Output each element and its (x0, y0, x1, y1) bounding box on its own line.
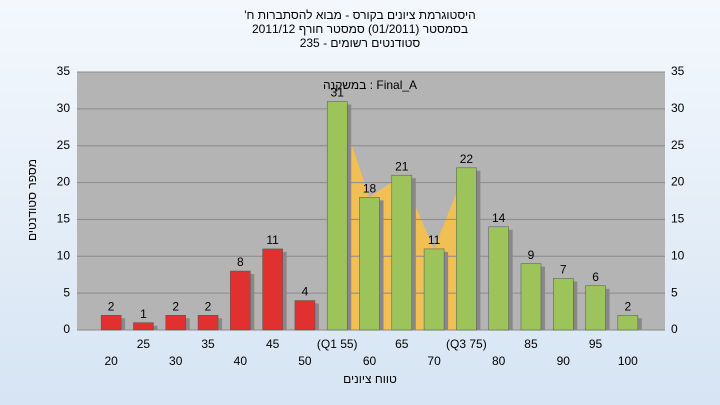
value-label: 2 (625, 299, 632, 313)
value-label: 7 (560, 263, 567, 277)
x-tick-label: 90 (557, 354, 571, 368)
value-label: 18 (363, 181, 377, 195)
x-tick-label: 95 (589, 337, 603, 351)
x-tick-label: 30 (169, 354, 183, 368)
y-tick-label: 10 (671, 248, 685, 262)
x-axis-label: טווח ציונים (343, 372, 397, 386)
y-tick-label: 30 (57, 101, 71, 115)
y-axis-label: מספר סטודנטים (25, 159, 39, 241)
x-tick-label: 80 (492, 354, 506, 368)
bar (456, 167, 477, 331)
value-label: 21 (395, 159, 409, 173)
bar (520, 263, 542, 331)
x-tick-label: 85 (524, 337, 538, 351)
y-tick-label: 5 (63, 285, 70, 299)
y-tick-label: 25 (671, 138, 685, 152)
value-label: 8 (237, 255, 244, 269)
bar (100, 315, 122, 331)
bar (488, 226, 509, 331)
chart-subtitle: בסמסטר (01/2011) סמסטר חורף 2011/12 (252, 22, 468, 36)
x-tick-label: (Q1 55) (317, 337, 358, 351)
value-label: 2 (205, 299, 212, 313)
bar (359, 197, 380, 331)
bar (617, 315, 639, 331)
bar (262, 248, 283, 331)
bar (197, 315, 219, 331)
value-label: 4 (302, 285, 309, 299)
value-label: 6 (592, 270, 599, 284)
bar (165, 315, 186, 331)
y-tick-label: 20 (57, 175, 71, 189)
y-tick-label: 15 (57, 212, 71, 226)
x-tick-label: 50 (298, 354, 312, 368)
annotation: במשקנה : Final_A (323, 78, 417, 92)
bar (585, 285, 606, 331)
x-tick-label: 45 (266, 337, 280, 351)
x-tick-label: 65 (395, 337, 409, 351)
bar (553, 278, 574, 331)
value-label: 31 (331, 86, 345, 100)
chart-subtitle: סטודנטים רשומים - 235 (300, 36, 421, 50)
y-tick-label: 0 (63, 322, 70, 336)
x-tick-label: 100 (618, 354, 638, 368)
value-label: 1 (140, 307, 147, 321)
value-label: 11 (266, 233, 279, 247)
y-tick-label: 35 (57, 64, 71, 78)
chart-title: היסטוגרמת ציונים בקורס - מבוא להסתברות ח… (244, 8, 476, 22)
y-tick-label: 10 (57, 248, 71, 262)
x-tick-label: (Q3 75) (446, 337, 487, 351)
y-tick-label: 35 (671, 64, 685, 78)
x-tick-label: 60 (363, 354, 377, 368)
bar (423, 248, 445, 331)
y-tick-label: 15 (671, 212, 685, 226)
bar (391, 174, 413, 331)
x-tick-label: 35 (201, 337, 215, 351)
value-label: 9 (528, 248, 535, 262)
x-tick-label: 25 (137, 337, 151, 351)
bar (230, 270, 251, 331)
y-tick-label: 20 (671, 175, 685, 189)
y-tick-label: 5 (671, 285, 678, 299)
bar (294, 300, 316, 331)
value-label: 14 (492, 211, 506, 225)
y-tick-label: 0 (671, 322, 678, 336)
bar (133, 322, 154, 331)
x-tick-label: 70 (427, 354, 441, 368)
value-label: 2 (108, 299, 115, 313)
y-tick-label: 25 (57, 138, 71, 152)
y-tick-label: 30 (671, 101, 685, 115)
value-label: 22 (460, 152, 474, 166)
value-label: 11 (428, 233, 441, 247)
bar (326, 101, 348, 331)
x-tick-label: 40 (234, 354, 248, 368)
x-tick-label: 20 (104, 354, 118, 368)
value-label: 2 (172, 299, 179, 313)
